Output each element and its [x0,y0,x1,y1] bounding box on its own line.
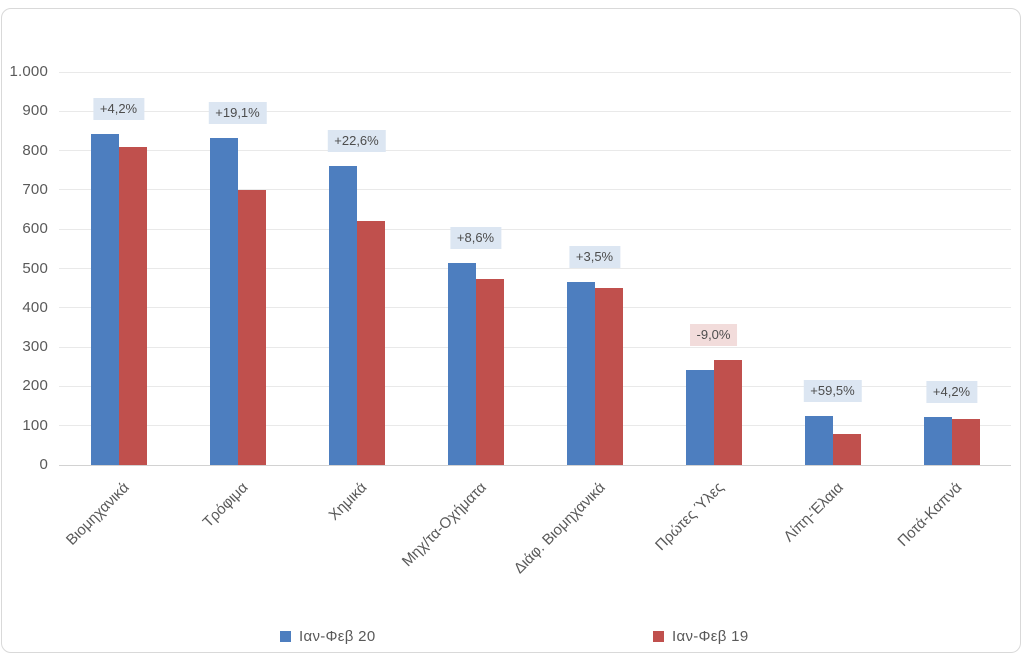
bar-percent-label: -9,0% [689,324,738,347]
plot-area: +4,2% +19,1% +22,6% +8,6% +3,5% -9,0% +59,5% +4… [59,71,1011,466]
bar-previous [475,278,504,465]
legend-label-ian-feb-20: Ιαν-Φεβ 20 [299,627,376,645]
bar-group: +4,2% [59,72,178,465]
y-tick-label: 400 [22,298,48,316]
legend-label-ian-feb-19: Ιαν-Φεβ 19 [672,627,749,645]
y-tick-label: 700 [22,180,48,198]
legend-item-ian-feb-19: Ιαν-Φεβ 19 [653,626,748,646]
gridline [59,268,1011,269]
gridline [59,307,1011,309]
category-label: Ποτά-Καπνά [894,479,966,550]
bar-previous [118,147,147,465]
legend-swatch-blue-icon [280,630,291,642]
bar-group: +4,2% [892,72,1011,465]
bar-current [328,165,357,465]
bar-current [566,281,595,465]
bar-percent-label: +59,5% [803,379,862,402]
y-tick-label: 1.000 [9,63,48,80]
category-label: Τρόφιμα [199,479,252,531]
bar-percent-label: +19,1% [208,101,267,124]
bar-group: +8,6% [416,72,535,465]
gridline [59,189,1011,191]
category-label: Λίπη-Έλαια [780,479,847,546]
bar-previous [237,189,266,465]
bar-group: +19,1% [178,72,297,465]
y-tick-label: 500 [22,259,48,277]
gridline [59,71,1011,73]
y-tick-label: 100 [22,416,48,434]
y-tick-label: 200 [22,377,48,395]
bar-current [685,369,714,465]
y-tick-label: 300 [22,338,48,356]
category-label: Χημικά [325,479,371,524]
gridline [59,150,1011,152]
bar-current [209,137,238,465]
bar-group: -9,0% [654,72,773,465]
y-tick-label: 600 [22,220,48,238]
gridline [59,425,1011,427]
x-axis-line [59,464,1011,466]
category-label: Διάφ. Βιομηχανικά [510,479,609,578]
bar-previous [356,220,385,465]
bar-group: +3,5% [535,72,654,465]
chart-frame: +4,2% +19,1% +22,6% +8,6% +3,5% -9,0% +59,5% +4… [1,8,1021,653]
legend-swatch-red-icon [653,630,664,642]
bar-percent-label: +8,6% [449,226,502,249]
x-axis: Βιομηχανικά Τρόφιμα Χημικά Μηχ/τα-Οχήματα Δι… [59,471,1011,621]
bar-current [804,415,833,465]
bar-current [90,133,119,465]
bar-percent-label: +22,6% [327,129,386,152]
category-label: Βιομηχανικά [62,479,133,549]
bar-current [447,262,476,465]
bar-current [923,417,952,465]
gridline [59,110,1011,112]
bar-percent-label: +4,2% [92,97,145,120]
legend-item-ian-feb-20: Ιαν-Φεβ 20 [280,626,375,646]
bar-percent-label: +3,5% [568,245,621,268]
bar-previous [832,433,861,465]
bar-previous [594,288,623,465]
category-label: Μηχ/τα-Οχήματα [398,479,490,571]
y-tick-label: 900 [22,102,48,120]
gridline [59,228,1011,230]
category-label: Πρώτες Ύλες [652,479,728,555]
y-tick-label: 800 [22,141,48,159]
gridline [59,346,1011,348]
bar-percent-label: +4,2% [925,381,978,404]
y-tick-label: 0 [39,456,48,473]
gridline [59,385,1011,387]
bar-previous [713,360,742,465]
bar-group: +22,6% [297,72,416,465]
bar-previous [951,419,980,465]
bar-group: +59,5% [773,72,892,465]
legend: Ιαν-Φεβ 20 Ιαν-Φεβ 19 [2,626,1020,646]
